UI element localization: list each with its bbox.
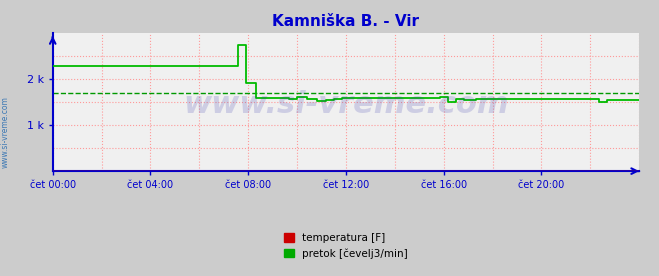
Text: www.si-vreme.com: www.si-vreme.com (1, 97, 10, 168)
Text: www.si-vreme.com: www.si-vreme.com (183, 90, 509, 120)
Legend: temperatura [F], pretok [čevelj3/min]: temperatura [F], pretok [čevelj3/min] (279, 229, 413, 263)
Title: Kamniška B. - Vir: Kamniška B. - Vir (272, 14, 420, 29)
